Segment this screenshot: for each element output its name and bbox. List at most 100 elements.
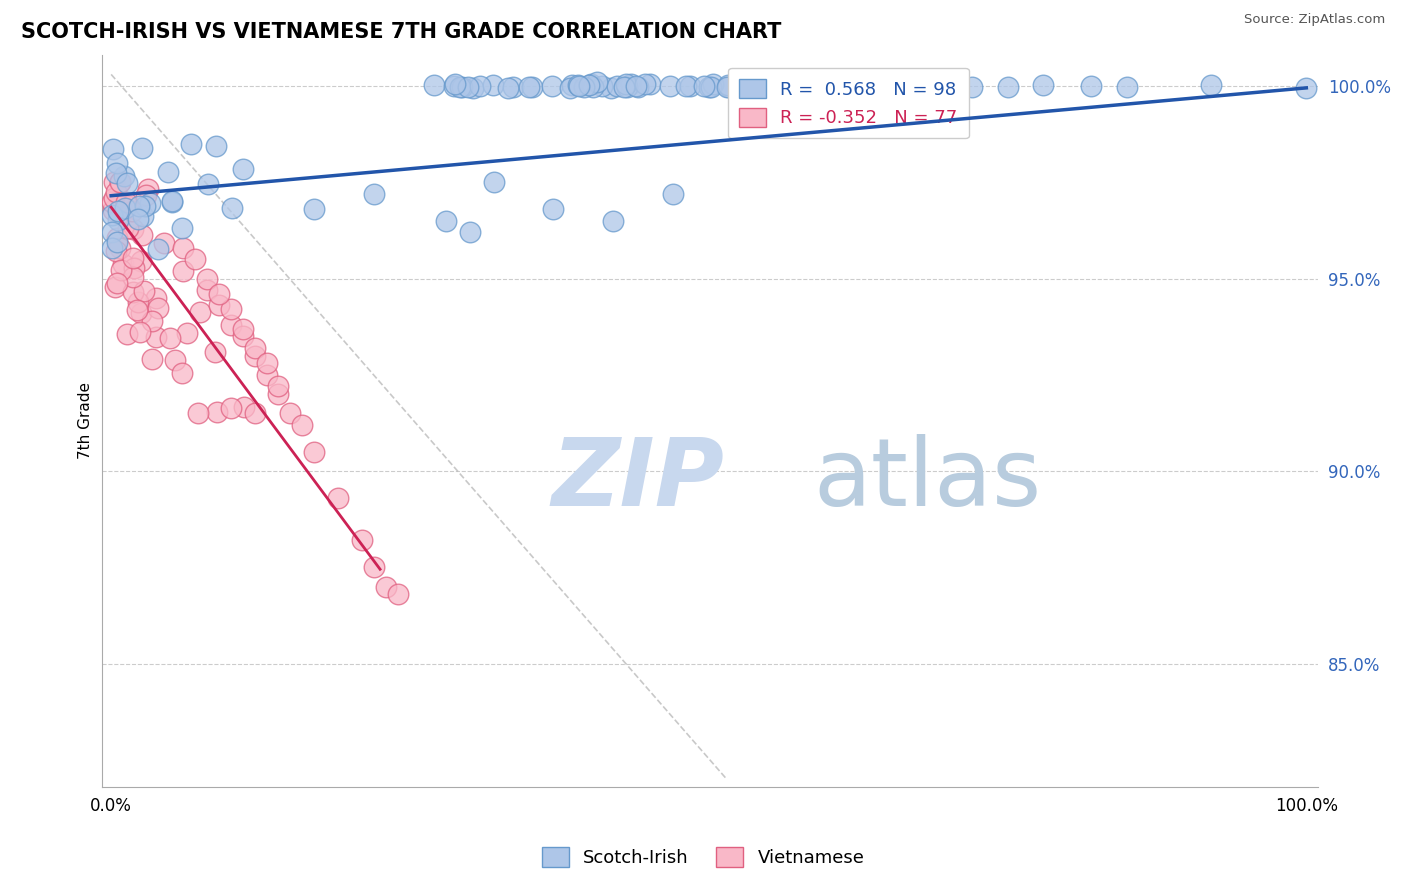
Point (692, 79, 714, 94)
Point (304, 202, 326, 217)
Point (243, 341, 266, 355)
Point (101, 142, 124, 156)
Point (458, 225, 481, 239)
Point (876, 78, 898, 93)
Point (543, 202, 565, 217)
Point (115, 195, 138, 210)
Point (232, 161, 254, 176)
Point (738, 80, 761, 95)
Point (136, 181, 159, 195)
Point (960, 80, 983, 95)
Point (1116, 80, 1139, 95)
Point (112, 169, 135, 183)
Point (659, 79, 682, 94)
Point (291, 417, 314, 432)
Point (243, 406, 266, 420)
Y-axis label: 7th Grade: 7th Grade (79, 383, 93, 459)
Point (702, 77, 724, 91)
Point (375, 580, 398, 594)
Point (122, 260, 145, 275)
Legend: R =  0.568   N = 98, R = -0.352   N = 77: R = 0.568 N = 98, R = -0.352 N = 77 (728, 68, 969, 138)
Point (423, 78, 446, 93)
Point (679, 79, 702, 94)
Point (122, 285, 145, 300)
Point (280, 406, 302, 420)
Point (578, 78, 600, 93)
Point (443, 78, 465, 93)
Point (187, 406, 209, 420)
Point (328, 491, 350, 505)
Point (434, 213, 457, 227)
Point (139, 195, 162, 210)
Point (561, 78, 583, 93)
Point (387, 587, 409, 601)
Point (197, 177, 219, 191)
Point (832, 80, 855, 95)
Point (127, 303, 149, 318)
Point (567, 78, 589, 92)
Point (267, 387, 290, 401)
Point (1199, 78, 1222, 92)
Point (115, 201, 138, 215)
Point (897, 79, 920, 94)
Point (204, 344, 226, 359)
Point (468, 79, 491, 94)
Point (482, 78, 505, 92)
Point (232, 400, 254, 414)
Point (135, 187, 157, 202)
Point (449, 80, 471, 95)
Point (156, 165, 179, 179)
Point (105, 235, 128, 250)
Point (105, 276, 128, 290)
Point (101, 202, 124, 217)
Point (1080, 78, 1102, 93)
Point (219, 302, 242, 317)
Point (134, 199, 156, 213)
Point (208, 286, 231, 301)
Point (586, 75, 609, 89)
Point (184, 252, 207, 267)
Point (103, 280, 125, 294)
Point (162, 194, 184, 209)
Point (160, 194, 183, 209)
Point (918, 78, 941, 93)
Point (122, 270, 145, 285)
Point (205, 139, 228, 153)
Point (699, 79, 721, 94)
Point (700, 79, 723, 94)
Point (195, 283, 218, 297)
Point (129, 306, 152, 320)
Point (457, 80, 479, 95)
Point (256, 356, 278, 370)
Text: atlas: atlas (813, 434, 1042, 525)
Point (165, 353, 187, 368)
Point (208, 298, 231, 312)
Point (134, 284, 156, 298)
Point (105, 155, 128, 169)
Point (352, 533, 374, 548)
Point (108, 175, 131, 189)
Point (517, 79, 540, 94)
Point (451, 79, 474, 94)
Point (363, 186, 385, 201)
Text: ZIP: ZIP (551, 434, 724, 525)
Point (522, 80, 544, 95)
Point (769, 79, 792, 94)
Point (122, 222, 145, 236)
Point (105, 231, 128, 245)
Point (107, 213, 129, 227)
Point (626, 80, 648, 95)
Point (172, 264, 194, 278)
Point (115, 176, 138, 190)
Point (675, 78, 697, 93)
Point (104, 244, 127, 259)
Point (107, 204, 129, 219)
Point (101, 241, 124, 255)
Point (172, 241, 194, 255)
Point (101, 194, 124, 209)
Point (117, 327, 139, 342)
Point (613, 80, 636, 95)
Point (141, 351, 163, 366)
Point (560, 80, 582, 95)
Point (129, 254, 152, 268)
